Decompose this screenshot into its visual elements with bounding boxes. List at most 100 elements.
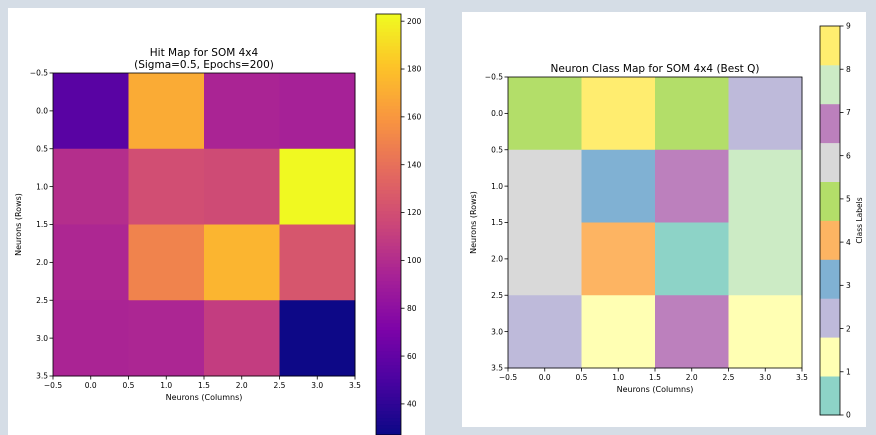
hit-map-colorbar-band (376, 249, 401, 254)
hit-map-colorbar-band (376, 31, 401, 36)
hit-map-x-tick-label: 1.5 (198, 381, 210, 390)
hit-map-x-tick-label: 0.0 (85, 381, 97, 390)
hit-map-colorbar-band (376, 315, 401, 320)
class-map-cell (655, 149, 729, 223)
class-map-x-tick-label: 0.5 (576, 373, 588, 382)
hit-map-cell (279, 300, 356, 377)
class-map-y-tick-label: 0.5 (491, 145, 503, 154)
class-map-x-tick-label: 3.5 (796, 373, 808, 382)
hit-map-y-axis-label: Neurons (Rows) (14, 193, 23, 256)
hit-map-cell (128, 148, 205, 225)
hit-map-colorbar-band (376, 340, 401, 345)
hit-map-colorbar-band (376, 168, 401, 173)
class-map-colorbar-segment (820, 103, 840, 144)
hit-map-colorbar-band (376, 171, 401, 176)
class-map-colorbar-tick-label: 2 (846, 324, 851, 333)
hit-map-colorbar-band (376, 259, 401, 264)
hit-map-x-tick-label: −0.5 (44, 381, 62, 390)
hit-map-colorbar-band (376, 368, 401, 373)
hit-map-colorbar-band (376, 287, 401, 292)
hit-map-panel: Hit Map for SOM 4x4 (Sigma=0.5, Epochs=20… (8, 8, 425, 435)
hit-map-colorbar-band (376, 77, 401, 82)
class-map-y-tick-label: 3.0 (491, 327, 503, 336)
hit-map-colorbar-band (376, 105, 401, 110)
hit-map-colorbar-band (376, 284, 401, 289)
hit-map-colorbar-band (376, 136, 401, 141)
hit-map-colorbar-band (376, 417, 401, 422)
hit-map-colorbar-band (376, 406, 401, 412)
class-map-panel: Neuron Class Map for SOM 4x4 (Best Q) −0.… (462, 12, 866, 427)
hit-map-colorbar-band (376, 252, 401, 257)
hit-map-colorbar-band (376, 336, 401, 341)
hit-map-colorbar-tick-label: 60 (407, 352, 417, 361)
class-map-colorbar-segment (820, 142, 840, 182)
hit-map-colorbar-band (376, 182, 401, 187)
hit-map-colorbar-band (376, 427, 401, 433)
hit-map-colorbar-band (376, 420, 401, 426)
hit-map-colorbar-band (376, 231, 401, 236)
class-map-cell (581, 295, 656, 369)
hit-map-colorbar-band (376, 210, 401, 215)
hit-map-colorbar-tick-label: 140 (407, 160, 422, 169)
hit-map-colorbar-band (376, 189, 401, 194)
hit-map-colorbar-band (376, 192, 401, 198)
class-map-cell (728, 222, 803, 296)
hit-map-colorbar-tick-label: 160 (407, 113, 422, 122)
class-map-colorbar-tick-label: 6 (846, 151, 851, 160)
hit-map-colorbar-band (376, 101, 401, 106)
hit-map-y-tick-label: 0.5 (36, 144, 48, 153)
class-map-colorbar-segment (820, 181, 840, 221)
hit-map-colorbar-band (376, 224, 401, 229)
class-map-x-tick-label: 2.0 (686, 373, 698, 382)
hit-map-colorbar-band (376, 371, 401, 376)
hit-map-cell (279, 224, 356, 301)
class-map-y-tick-label: 1.0 (491, 182, 503, 191)
hit-map-colorbar-band (376, 308, 401, 313)
hit-map-colorbar-band (376, 119, 401, 124)
hit-map-colorbar-band (376, 263, 401, 268)
class-map-colorbar-tick-label: 4 (846, 238, 851, 247)
class-map-cell (728, 295, 803, 369)
hit-map-colorbar-band (376, 185, 401, 191)
hit-map-colorbar-band (376, 59, 401, 64)
hit-map-colorbar-band (376, 196, 401, 201)
hit-map-colorbar-band (376, 378, 401, 383)
class-map-y-tick-label: 3.5 (491, 364, 503, 373)
hit-map-colorbar-band (376, 410, 401, 415)
hit-map-colorbar-band (376, 326, 401, 331)
class-map-cell (581, 77, 656, 151)
hit-map-colorbar-band (376, 84, 401, 89)
class-map-x-tick-label: −0.5 (499, 373, 517, 382)
hit-map-colorbar-band (376, 49, 401, 54)
hit-map-colorbar-band (376, 175, 401, 180)
hit-map-cell (53, 148, 129, 225)
hit-map-colorbar-band (376, 73, 401, 78)
hit-map-colorbar-band (376, 228, 401, 233)
hit-map-colorbar-band (376, 385, 401, 390)
class-map-colorbar-tick-label: 8 (846, 65, 851, 74)
hit-map-colorbar-band (376, 399, 401, 405)
hit-map-cell (279, 148, 356, 225)
hit-map-colorbar-band (376, 28, 401, 33)
hit-map-colorbar-band (376, 343, 401, 348)
hit-map-colorbar-band (376, 424, 401, 429)
hit-map-colorbar-band (376, 322, 401, 327)
hit-map-colorbar-band (376, 21, 401, 26)
hit-map-cell (204, 224, 280, 301)
hit-map-colorbar-band (376, 329, 401, 334)
hit-map-colorbar-band (376, 133, 401, 138)
hit-map-colorbar-band (376, 206, 401, 212)
class-map-x-axis-label: Neurons (Columns) (617, 385, 694, 394)
hit-map-colorbar-band (376, 56, 401, 61)
hit-map-x-tick-label: 2.0 (236, 381, 248, 390)
hit-map-cell (128, 300, 205, 377)
class-map-title: Neuron Class Map for SOM 4x4 (Best Q) (551, 63, 760, 75)
class-map-y-axis-label: Neurons (Rows) (469, 191, 478, 254)
class-map-cell (508, 149, 582, 223)
hit-map-colorbar-band (376, 199, 401, 205)
class-map-colorbar-segment (820, 26, 840, 66)
hit-map-colorbar-band (376, 14, 401, 19)
hit-map-colorbar-band (376, 150, 401, 155)
hit-map-y-tick-label: 1.5 (36, 220, 48, 229)
hit-map-colorbar-band (376, 392, 401, 398)
